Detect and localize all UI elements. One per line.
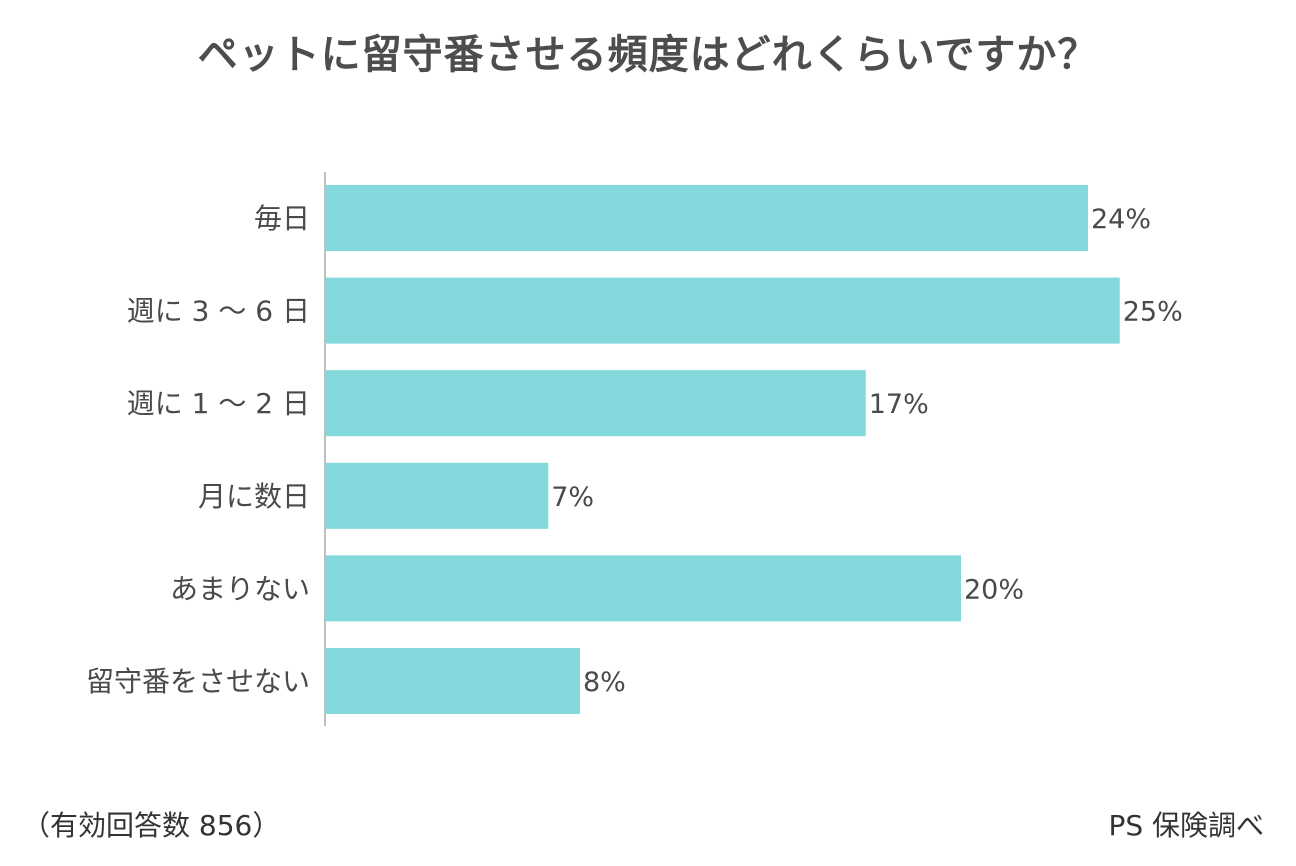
value-label-1: 25% xyxy=(1123,297,1183,328)
value-label-2: 17% xyxy=(869,389,929,420)
category-label-1: 週に 3 ～ 6 日 xyxy=(127,295,310,328)
bar-4 xyxy=(326,555,961,622)
bar-5 xyxy=(326,648,580,714)
category-label-3: 月に数日 xyxy=(198,480,310,513)
chart-title: ペットに留守番させる頻度はどれくらいですか？ xyxy=(197,32,1099,78)
bar-0 xyxy=(326,185,1088,251)
bar-1 xyxy=(326,277,1120,344)
category-label-5: 留守番をさせない xyxy=(86,665,310,698)
value-label-4: 20% xyxy=(964,574,1024,605)
category-label-4: あまりない xyxy=(170,572,310,605)
value-label-0: 24% xyxy=(1091,204,1151,235)
source-credit: PS 保険調べ xyxy=(1108,809,1264,842)
category-label-0: 毎日 xyxy=(254,202,310,235)
bar-3 xyxy=(326,462,549,529)
respondent-count-note: （有効回答数 856） xyxy=(22,809,281,842)
value-label-3: 7% xyxy=(551,482,594,513)
category-label-2: 週に 1 ～ 2 日 xyxy=(127,387,310,420)
value-label-5: 8% xyxy=(583,667,626,698)
bar-2 xyxy=(326,370,866,437)
